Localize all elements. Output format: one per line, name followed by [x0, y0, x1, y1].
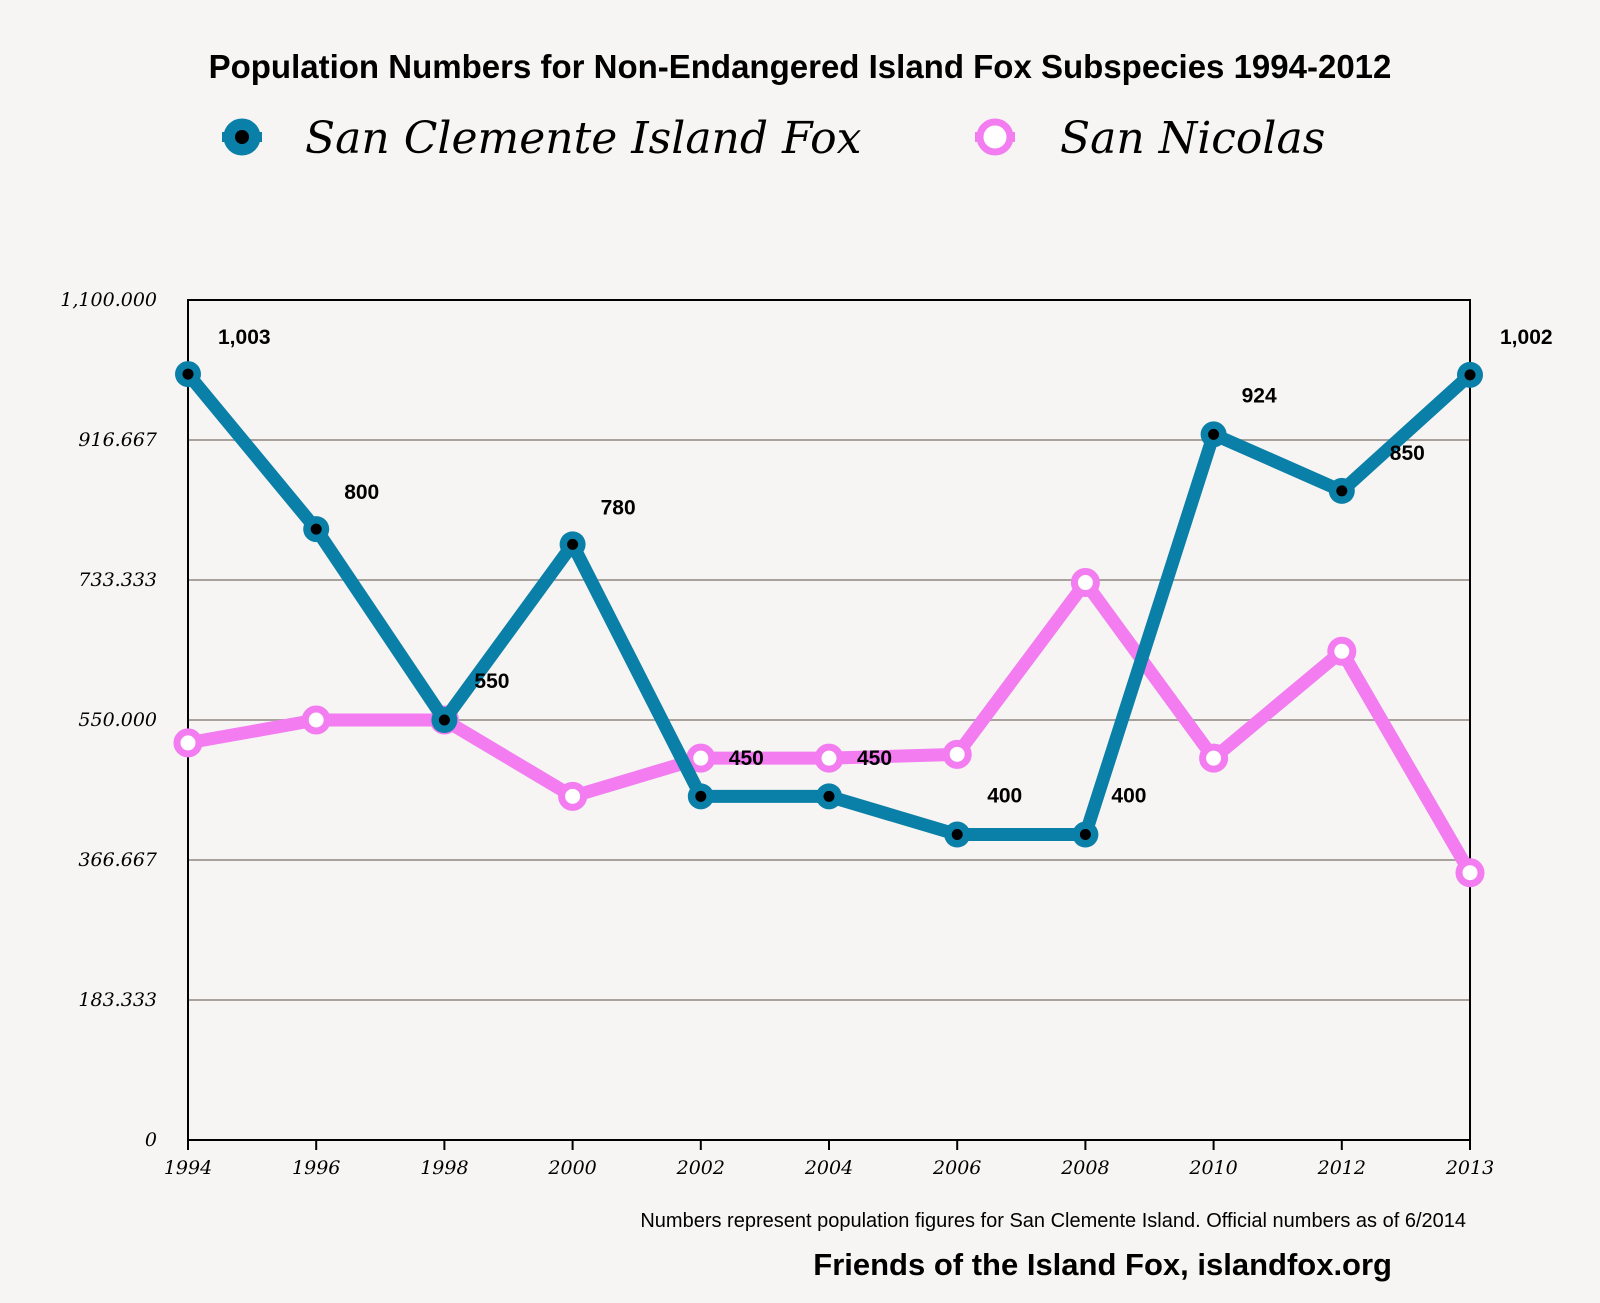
y-tick-label: 733.333 [78, 569, 157, 591]
legend: San Clemente Island Fox San Nicolas [222, 113, 1325, 164]
data-point-dot-san-clemente-island-fox [182, 368, 194, 380]
x-tick-label: 2013 [1445, 1157, 1494, 1179]
x-tick-label: 2008 [1060, 1157, 1109, 1179]
x-tick-label: 1996 [292, 1157, 340, 1179]
y-axis-tick-labels: 0 183.333 366.667 550.000 733.333 916.667 1,10… [60, 289, 158, 1151]
legend-label-san-clemente: San Clemente Island Fox [305, 113, 862, 164]
x-tick-label: 2006 [932, 1157, 981, 1179]
data-point-san-nicolas [1199, 743, 1229, 773]
series-layer [173, 361, 1485, 888]
data-point-dot-san-clemente-island-fox [695, 790, 707, 802]
data-point-dot-san-clemente-island-fox [567, 538, 579, 550]
y-tick-label: 0 [145, 1129, 157, 1151]
data-point-san-nicolas [558, 781, 588, 811]
x-tick-label: 2002 [676, 1157, 725, 1179]
data-point-san-nicolas [173, 728, 203, 758]
data-point-san-nicolas [686, 743, 716, 773]
data-point-dot-san-clemente-island-fox [1208, 428, 1220, 440]
data-point-dot-san-clemente-island-fox [438, 714, 450, 726]
legend-label-san-nicolas: San Nicolas [1060, 113, 1325, 164]
data-label: 850 [1390, 442, 1425, 465]
y-tick-label: 916.667 [78, 429, 157, 451]
data-point-dot-san-clemente-island-fox [1079, 829, 1091, 841]
x-tick-label: 2012 [1317, 1157, 1366, 1179]
plot-area-frame [187, 299, 1471, 1141]
data-label: 400 [1111, 785, 1146, 808]
data-label: 450 [729, 747, 764, 770]
data-point-san-nicolas [301, 705, 331, 735]
data-point-san-nicolas [814, 743, 844, 773]
data-point-dot-san-clemente-island-fox [310, 523, 322, 535]
x-tick-label: 1994 [164, 1157, 212, 1179]
data-point-dot-san-clemente-island-fox [951, 829, 963, 841]
x-tick-label: 2004 [804, 1157, 853, 1179]
chart-title: Population Numbers for Non-Endangered Is… [209, 48, 1392, 85]
data-point-dot-san-clemente-island-fox [823, 790, 835, 802]
data-point-dot-san-clemente-island-fox [1464, 369, 1476, 381]
data-label: 550 [474, 670, 509, 693]
x-tick-label: 2010 [1188, 1157, 1237, 1179]
data-label: 400 [987, 785, 1022, 808]
data-point-san-nicolas [1327, 636, 1357, 666]
data-label: 450 [857, 747, 892, 770]
x-tick-label: 1998 [420, 1157, 468, 1179]
gridlines [188, 438, 1470, 1002]
legend-marker-dot-san-clemente [235, 130, 249, 144]
data-point-dot-san-clemente-island-fox [1336, 485, 1348, 497]
footnote: Numbers represent population figures for… [640, 1210, 1466, 1232]
credit-line: Friends of the Island Fox, islandfox.org [813, 1247, 1392, 1282]
y-tick-label: 550.000 [78, 709, 157, 731]
legend-marker-san-nicolas [976, 118, 1014, 156]
data-point-san-nicolas [942, 739, 972, 769]
data-label: 1,002 [1500, 326, 1553, 349]
data-labels: 1,003 800 550 780 450 450 400 400 924 850 1,002 [218, 326, 1553, 808]
data-point-san-nicolas [1455, 858, 1485, 888]
data-label: 1,003 [218, 326, 271, 349]
x-axis-tick-labels: 1994 1996 1998 2000 2002 2004 2006 2008 2010 2012… [164, 1140, 1494, 1179]
y-tick-label: 1,100.000 [60, 289, 157, 311]
x-tick-label: 2000 [547, 1157, 596, 1179]
y-tick-label: 183.333 [78, 989, 157, 1011]
data-point-san-nicolas [1070, 568, 1100, 598]
data-label: 924 [1242, 384, 1277, 407]
data-label: 800 [344, 481, 379, 504]
y-tick-label: 366.667 [78, 849, 157, 871]
data-label: 780 [601, 496, 636, 519]
